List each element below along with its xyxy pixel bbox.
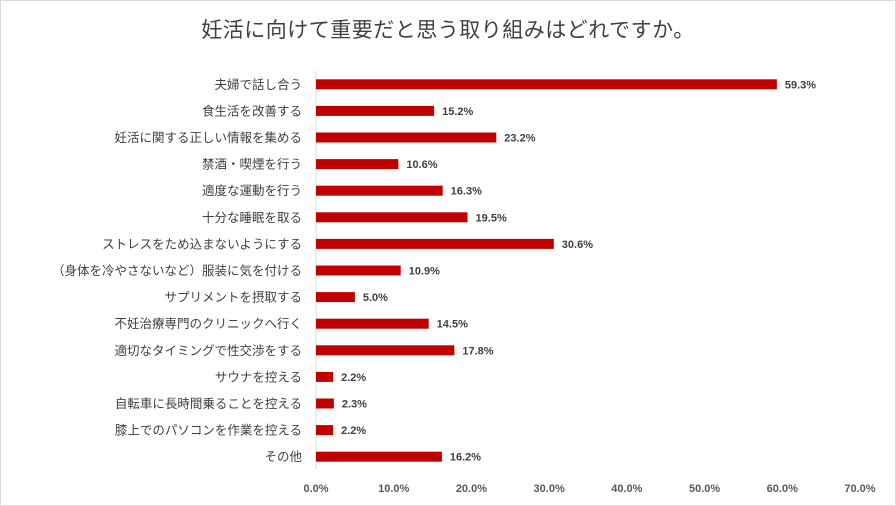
category-label: 適度な運動を行う: [202, 183, 302, 198]
x-tick-label: 50.0%: [689, 483, 720, 495]
x-tick-label: 10.0%: [378, 483, 409, 495]
category-label: サプリメントを摂取する: [164, 290, 302, 305]
data-label: 2.2%: [341, 372, 366, 384]
x-tick-label: 40.0%: [611, 483, 642, 495]
data-label: 19.5%: [476, 212, 507, 224]
bar: [316, 185, 443, 196]
data-label: 30.6%: [562, 239, 593, 251]
bar: [316, 132, 497, 143]
category-label: 膝上でのパソコンを作業を控える: [115, 423, 302, 438]
bar: [316, 345, 455, 356]
category-label: 禁酒・喫煙を行う: [202, 157, 302, 172]
data-label: 16.2%: [450, 452, 481, 464]
bar: [316, 292, 355, 303]
bar: [316, 451, 442, 462]
x-tick-label: 70.0%: [844, 483, 875, 495]
bar: [316, 79, 777, 90]
bar: [316, 318, 429, 329]
data-label: 16.3%: [451, 186, 482, 198]
bar: [316, 212, 468, 223]
bar: [316, 425, 334, 436]
bar: [316, 238, 554, 249]
x-tick-label: 0.0%: [303, 483, 328, 495]
data-label: 5.0%: [363, 292, 388, 304]
category-label: ストレスをため込まないようにする: [102, 236, 302, 251]
category-label: その他: [264, 449, 302, 464]
category-label: （身体を冷やさないなど）服装に気を付ける: [52, 263, 302, 278]
data-label: 14.5%: [437, 319, 468, 331]
data-label: 23.2%: [504, 133, 535, 145]
category-label: 食生活を改善する: [202, 103, 302, 118]
category-label: 不妊治療専門のクリニックへ行く: [114, 316, 302, 331]
category-label: サウナを控える: [215, 369, 302, 384]
bar: [316, 398, 334, 409]
x-tick-label: 20.0%: [456, 483, 487, 495]
bar: [316, 105, 435, 116]
data-label: 10.6%: [406, 159, 437, 171]
category-label: 十分な睡眠を取る: [202, 210, 302, 225]
category-label: 妊活に関する正しい情報を集める: [114, 130, 302, 145]
data-label: 17.8%: [462, 345, 493, 357]
x-tick-label: 60.0%: [767, 483, 798, 495]
category-label: 適切なタイミングで性交渉をする: [114, 343, 302, 358]
data-label: 2.2%: [341, 425, 366, 437]
chart-title: 妊活に向けて重要だと思う取り組みはどれですか。: [201, 18, 695, 42]
bar: [316, 265, 401, 276]
category-label: 夫婦で話し合う: [214, 77, 302, 92]
data-label: 10.9%: [409, 266, 440, 278]
data-label: 59.3%: [785, 79, 816, 91]
category-label: 自転車に長時間乗ることを控える: [115, 396, 302, 411]
bar: [316, 159, 399, 170]
data-label: 15.2%: [442, 106, 473, 118]
x-tick-label: 30.0%: [534, 483, 565, 495]
data-label: 2.3%: [342, 399, 367, 411]
bar: [316, 371, 334, 382]
